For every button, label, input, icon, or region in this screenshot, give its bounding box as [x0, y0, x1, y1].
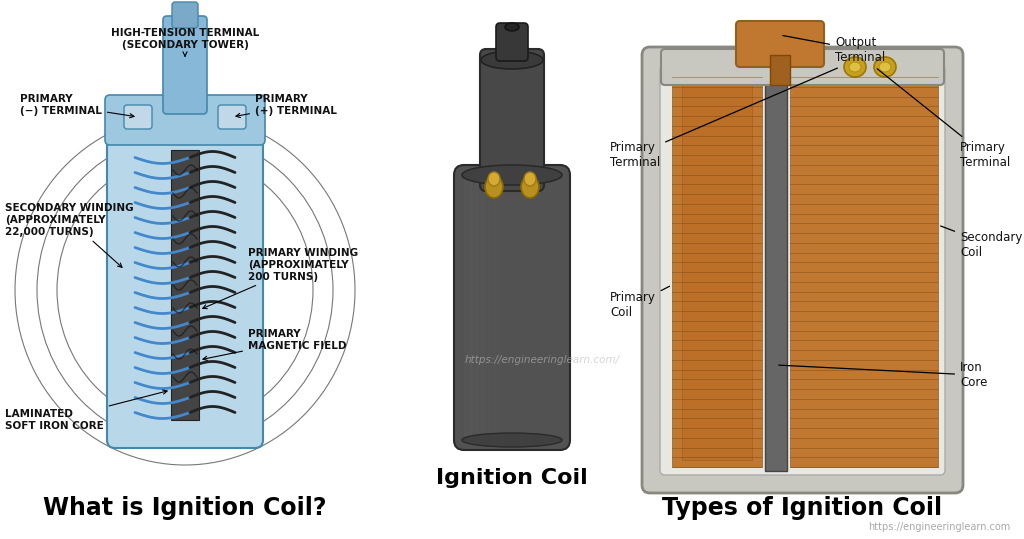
- Text: Iron
Core: Iron Core: [779, 361, 987, 389]
- Text: Primary
Terminal: Primary Terminal: [878, 69, 1011, 169]
- FancyBboxPatch shape: [496, 23, 528, 61]
- Text: https://engineeringlearn.com/: https://engineeringlearn.com/: [465, 355, 620, 365]
- Text: What is Ignition Coil?: What is Ignition Coil?: [43, 496, 327, 520]
- Text: Output
Terminal: Output Terminal: [782, 36, 886, 64]
- Ellipse shape: [462, 165, 562, 185]
- FancyBboxPatch shape: [106, 122, 263, 448]
- Bar: [464, 175, 472, 440]
- FancyBboxPatch shape: [660, 65, 945, 475]
- Text: Types of Ignition Coil: Types of Ignition Coil: [663, 496, 942, 520]
- Text: PRIMARY
(−) TERMINAL: PRIMARY (−) TERMINAL: [20, 94, 134, 118]
- Ellipse shape: [844, 57, 866, 77]
- FancyBboxPatch shape: [480, 49, 544, 191]
- Bar: [682, 85, 752, 460]
- Text: SECONDARY WINDING
(APPROXIMATELY
22,000 TURNS): SECONDARY WINDING (APPROXIMATELY 22,000 …: [5, 203, 133, 267]
- Bar: [790, 77, 938, 467]
- Ellipse shape: [524, 172, 536, 186]
- Bar: [488, 175, 496, 440]
- FancyBboxPatch shape: [642, 47, 963, 493]
- Text: Primary
Coil: Primary Coil: [610, 286, 670, 319]
- FancyBboxPatch shape: [124, 105, 152, 129]
- FancyBboxPatch shape: [736, 21, 824, 67]
- Ellipse shape: [488, 172, 500, 186]
- Bar: [494, 175, 502, 440]
- Ellipse shape: [879, 62, 891, 72]
- FancyBboxPatch shape: [163, 16, 207, 114]
- Text: HIGH-TENSION TERMINAL
(SECONDARY TOWER): HIGH-TENSION TERMINAL (SECONDARY TOWER): [111, 28, 259, 56]
- Text: https://engineeringlearn.com: https://engineeringlearn.com: [867, 522, 1010, 532]
- FancyBboxPatch shape: [662, 49, 944, 85]
- Bar: [171, 150, 199, 420]
- FancyBboxPatch shape: [172, 2, 198, 28]
- Ellipse shape: [849, 62, 861, 72]
- FancyBboxPatch shape: [105, 95, 265, 145]
- Bar: [470, 175, 478, 440]
- Bar: [765, 73, 787, 471]
- Bar: [476, 175, 484, 440]
- Ellipse shape: [462, 433, 562, 447]
- Ellipse shape: [874, 57, 896, 77]
- Text: Ignition Coil: Ignition Coil: [436, 468, 588, 488]
- Ellipse shape: [505, 23, 519, 31]
- Ellipse shape: [521, 176, 539, 198]
- Bar: [770, 55, 790, 85]
- Bar: [672, 77, 762, 467]
- Bar: [482, 175, 490, 440]
- Text: PRIMARY WINDING
(APPROXIMATELY
200 TURNS): PRIMARY WINDING (APPROXIMATELY 200 TURNS…: [203, 248, 358, 309]
- Ellipse shape: [485, 176, 503, 198]
- FancyBboxPatch shape: [454, 165, 570, 450]
- Text: PRIMARY
(+) TERMINAL: PRIMARY (+) TERMINAL: [236, 94, 337, 118]
- Ellipse shape: [481, 51, 543, 69]
- FancyBboxPatch shape: [218, 105, 246, 129]
- Text: Primary
Terminal: Primary Terminal: [610, 68, 838, 169]
- Text: PRIMARY
MAGNETIC FIELD: PRIMARY MAGNETIC FIELD: [203, 329, 346, 361]
- Text: Secondary
Coil: Secondary Coil: [941, 226, 1022, 259]
- Text: LAMINATED
SOFT IRON CORE: LAMINATED SOFT IRON CORE: [5, 390, 167, 431]
